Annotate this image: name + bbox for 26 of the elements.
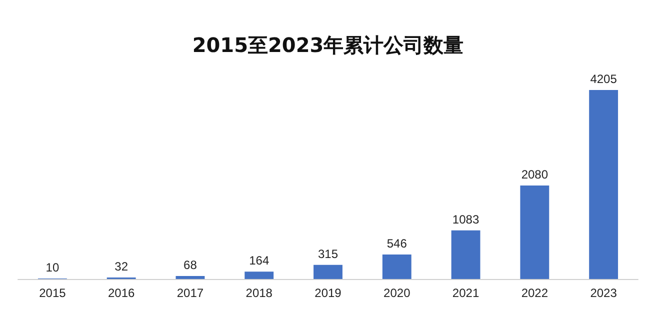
bar — [451, 230, 480, 279]
bar — [382, 254, 412, 279]
x-tick-label: 2018 — [246, 286, 273, 300]
x-tick-label: 2016 — [108, 286, 136, 300]
x-tick-label: 2017 — [176, 286, 204, 300]
x-tick-label: 2023 — [590, 286, 618, 300]
bar — [520, 186, 550, 279]
data-label: 546 — [386, 236, 408, 250]
data-label: 32 — [114, 260, 128, 274]
x-tick-label: 2022 — [521, 286, 548, 300]
bar — [176, 276, 205, 279]
data-label: 315 — [318, 246, 338, 261]
data-label: 4205 — [590, 72, 618, 86]
bar — [314, 264, 342, 279]
data-label: 10 — [46, 260, 60, 275]
bar — [244, 272, 274, 279]
x-tick-label: 2020 — [384, 286, 411, 300]
data-label: 1083 — [452, 212, 480, 226]
data-label: 2080 — [521, 168, 548, 182]
chart-title: 2015至2023年累计公司数量 — [192, 33, 464, 57]
x-tick-label: 2019 — [314, 286, 342, 300]
bar — [589, 90, 618, 279]
data-label: 68 — [184, 258, 198, 272]
x-tick-label: 2021 — [452, 286, 480, 300]
x-tick-label: 2015 — [39, 286, 66, 300]
data-label: 164 — [249, 254, 270, 268]
